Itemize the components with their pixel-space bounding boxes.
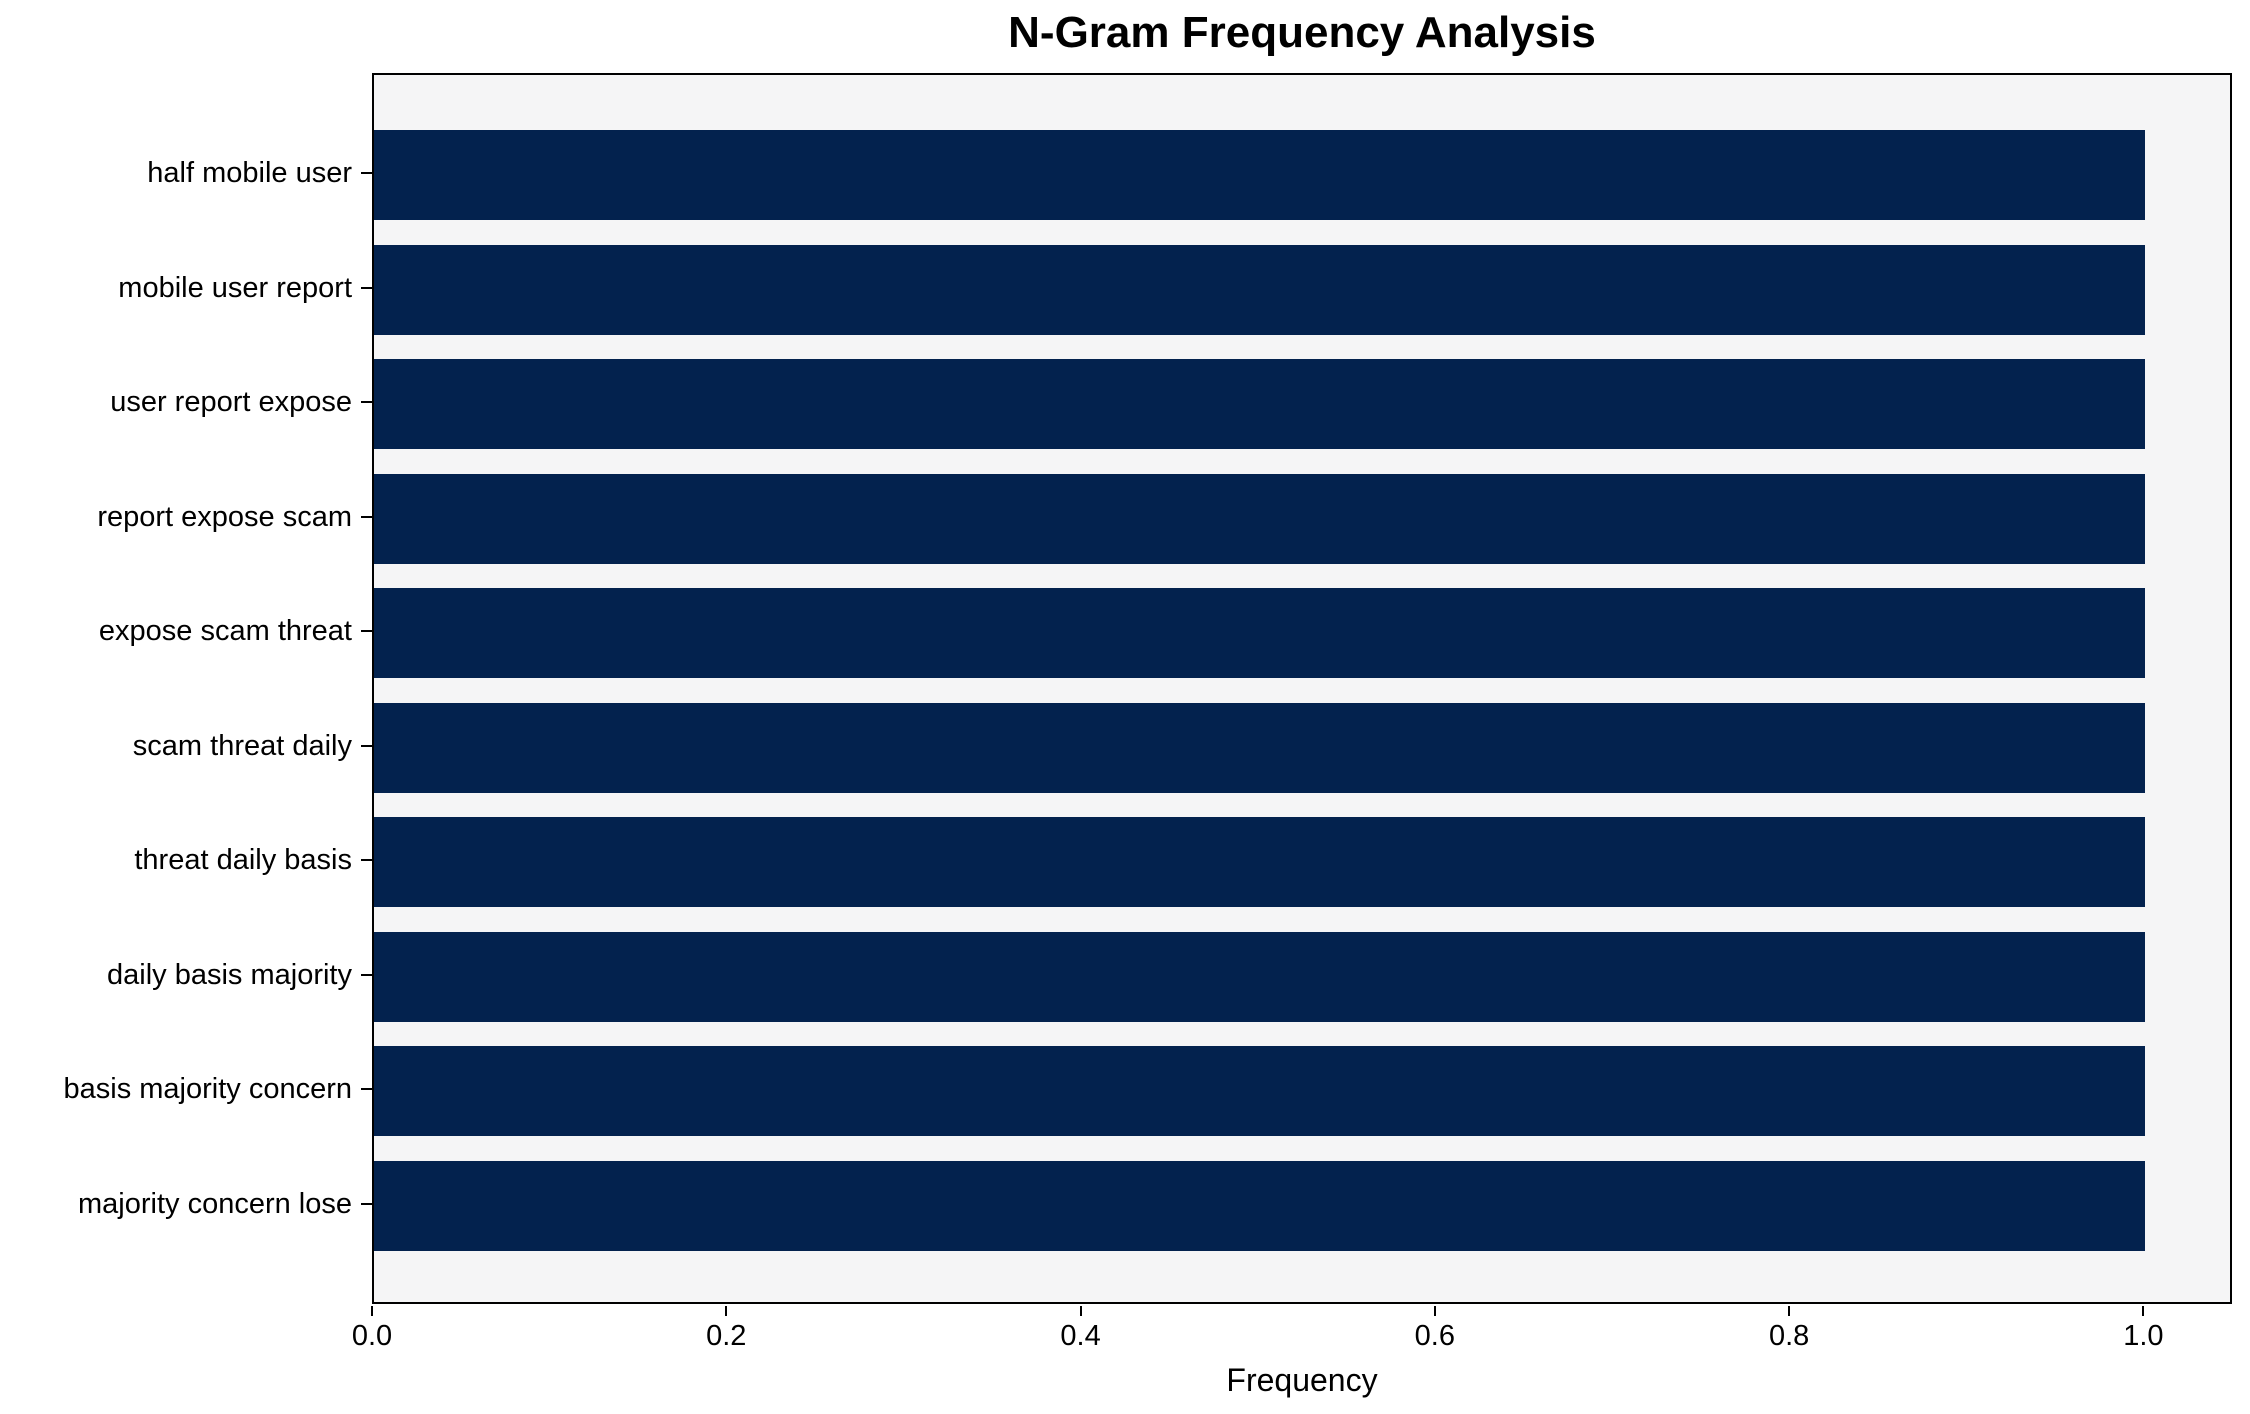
- y-tick-label: threat daily basis: [134, 844, 352, 877]
- y-tick-mark: [361, 401, 372, 404]
- bar: [374, 473, 2146, 564]
- y-tick-mark: [361, 630, 372, 633]
- bar: [374, 817, 2146, 908]
- bar: [374, 130, 2146, 220]
- y-tick-mark: [361, 744, 372, 747]
- y-tick-mark: [361, 1088, 372, 1091]
- y-tick-mark: [361, 859, 372, 862]
- x-tick-mark: [1079, 1306, 1082, 1316]
- y-tick-label: majority concern lose: [78, 1188, 352, 1220]
- y-tick-mark: [361, 172, 372, 174]
- y-tick-label: scam threat daily: [132, 729, 352, 762]
- x-tick-mark: [371, 1306, 373, 1316]
- x-tick-mark: [2142, 1306, 2145, 1316]
- x-tick-label: 1.0: [2123, 1320, 2164, 1352]
- x-tick-mark: [1788, 1306, 1791, 1316]
- x-tick-label: 0.8: [1768, 1320, 1810, 1352]
- y-tick-mark: [361, 973, 372, 976]
- y-tick-label: mobile user report: [118, 271, 352, 304]
- x-tick-label: 0.2: [706, 1320, 747, 1352]
- y-tick-mark: [361, 286, 372, 289]
- bar: [374, 588, 2146, 679]
- y-tick-mark: [361, 1203, 372, 1205]
- x-tick-mark: [1433, 1306, 1436, 1316]
- bar: [374, 702, 2146, 793]
- bar: [374, 244, 2146, 335]
- bar: [374, 359, 2146, 450]
- y-tick-label: basis majority concern: [63, 1073, 353, 1106]
- bar: [374, 1161, 2146, 1251]
- y-tick-mark: [361, 515, 372, 518]
- y-tick-label: half mobile user: [147, 157, 352, 189]
- y-tick-label: user report expose: [110, 386, 352, 419]
- y-tick-label: daily basis majority: [107, 958, 352, 991]
- plot-area: [372, 73, 2232, 1304]
- bar: [374, 1046, 2146, 1137]
- x-tick-label: 0.4: [1060, 1320, 1101, 1352]
- bar: [374, 931, 2146, 1022]
- x-axis-label: Frequency: [1226, 1362, 1378, 1398]
- chart-title: N-Gram Frequency Analysis: [1008, 8, 1596, 57]
- y-tick-label: report expose scam: [97, 500, 352, 533]
- y-tick-label: expose scam threat: [98, 615, 352, 648]
- x-tick-label: 0.6: [1414, 1320, 1455, 1352]
- x-tick-label: 0.0: [351, 1320, 393, 1352]
- x-tick-mark: [725, 1306, 728, 1316]
